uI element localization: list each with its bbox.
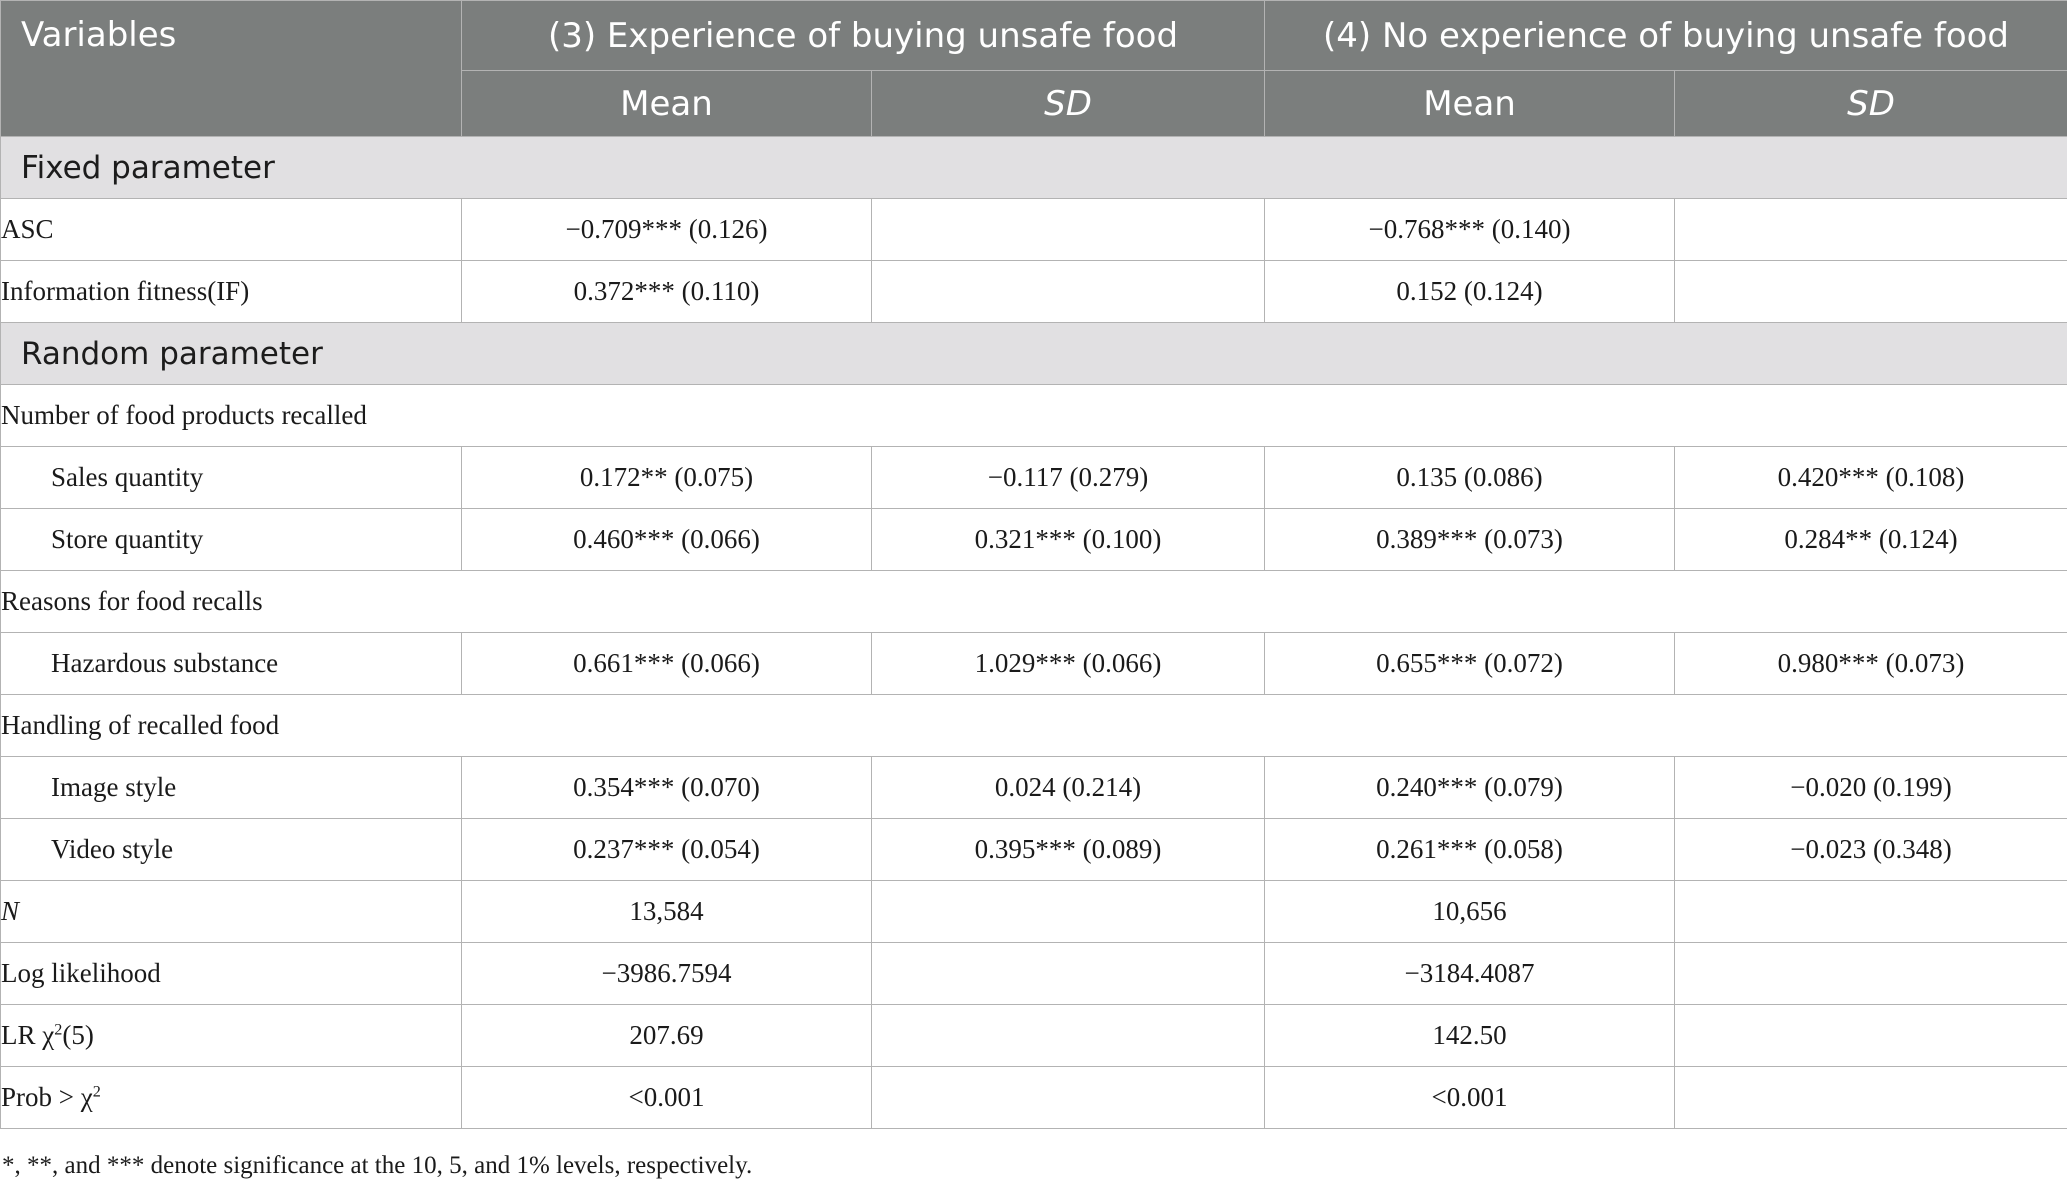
header-sd-3: SD bbox=[870, 70, 1266, 137]
table-row: ASC −0.709*** (0.126) −0.768*** (0.140) bbox=[0, 198, 2067, 261]
table-row: Video style 0.237*** (0.054) 0.395*** (0… bbox=[0, 818, 2067, 881]
group-label: Reasons for food recalls bbox=[0, 570, 2067, 633]
table-row: LR χ2(5) 207.69 142.50 bbox=[0, 1004, 2067, 1067]
cell-mean-3: 0.372*** (0.110) bbox=[461, 260, 872, 323]
cell-sd-4: 0.980*** (0.073) bbox=[1674, 632, 2067, 695]
row-label: Image style bbox=[0, 756, 462, 819]
table-row: Prob > χ2 <0.001 <0.001 bbox=[0, 1066, 2067, 1129]
group-row: Handling of recalled food bbox=[0, 694, 2067, 757]
cell-mean-4: 0.240*** (0.079) bbox=[1264, 756, 1676, 819]
header-mean-4: Mean bbox=[1264, 70, 1676, 137]
cell-sd-3 bbox=[870, 1004, 1266, 1067]
row-label: Hazardous substance bbox=[0, 632, 462, 695]
cell-mean-4: <0.001 bbox=[1264, 1066, 1676, 1129]
cell-mean-3: 0.661*** (0.066) bbox=[461, 632, 872, 695]
cell-sd-4: 0.420*** (0.108) bbox=[1674, 446, 2067, 509]
group-row: Reasons for food recalls bbox=[0, 570, 2067, 633]
cell-mean-4: 0.389*** (0.073) bbox=[1264, 508, 1676, 571]
row-label: Prob > χ2 bbox=[0, 1066, 462, 1129]
cell-sd-3 bbox=[870, 260, 1266, 323]
cell-sd-3 bbox=[870, 198, 1266, 261]
cell-sd-3 bbox=[870, 942, 1266, 1005]
cell-sd-3: 1.029*** (0.066) bbox=[870, 632, 1266, 695]
cell-mean-4: 0.655*** (0.072) bbox=[1264, 632, 1676, 695]
cell-sd-4: −0.023 (0.348) bbox=[1674, 818, 2067, 881]
row-label: Log likelihood bbox=[0, 942, 462, 1005]
cell-mean-3: 207.69 bbox=[461, 1004, 872, 1067]
cell-sd-4 bbox=[1674, 1004, 2067, 1067]
cell-sd-4 bbox=[1674, 942, 2067, 1005]
header-variables: Variables bbox=[0, 0, 462, 137]
header-mean-3: Mean bbox=[461, 70, 872, 137]
group-row: Number of food products recalled bbox=[0, 384, 2067, 447]
section-row: Fixed parameter bbox=[0, 136, 2067, 199]
row-label: LR χ2(5) bbox=[0, 1004, 462, 1067]
row-label: ASC bbox=[0, 198, 462, 261]
row-label: Sales quantity bbox=[0, 446, 462, 509]
label-superscript: 2 bbox=[92, 1082, 101, 1101]
cell-sd-4 bbox=[1674, 198, 2067, 261]
cell-sd-4 bbox=[1674, 1066, 2067, 1129]
cell-sd-4: −0.020 (0.199) bbox=[1674, 756, 2067, 819]
section-row: Random parameter bbox=[0, 322, 2067, 385]
results-table: Variables (3) Experience of buying unsaf… bbox=[0, 0, 2067, 1129]
table-row: Sales quantity 0.172** (0.075) −0.117 (0… bbox=[0, 446, 2067, 509]
section-fixed-parameter: Fixed parameter bbox=[0, 136, 2067, 199]
cell-sd-3: −0.117 (0.279) bbox=[870, 446, 1266, 509]
cell-sd-4 bbox=[1674, 880, 2067, 943]
cell-sd-3: 0.321*** (0.100) bbox=[870, 508, 1266, 571]
row-label: N bbox=[0, 880, 462, 943]
row-label: Information fitness(IF) bbox=[0, 260, 462, 323]
cell-mean-4: 10,656 bbox=[1264, 880, 1676, 943]
cell-mean-3: 0.237*** (0.054) bbox=[461, 818, 872, 881]
row-label: Video style bbox=[0, 818, 462, 881]
table-row: N 13,584 10,656 bbox=[0, 880, 2067, 943]
label-text: Prob > χ bbox=[1, 1082, 93, 1112]
cell-mean-3: 13,584 bbox=[461, 880, 872, 943]
cell-mean-4: 0.152 (0.124) bbox=[1264, 260, 1676, 323]
header-sd-4: SD bbox=[1674, 70, 2067, 137]
label-text: LR χ bbox=[1, 1020, 55, 1050]
cell-mean-4: 0.135 (0.086) bbox=[1264, 446, 1676, 509]
cell-mean-3: <0.001 bbox=[461, 1066, 872, 1129]
label-superscript: 2 bbox=[54, 1020, 63, 1039]
cell-mean-3: 0.172** (0.075) bbox=[461, 446, 872, 509]
table-row: Store quantity 0.460*** (0.066) 0.321***… bbox=[0, 508, 2067, 571]
group-label: Handling of recalled food bbox=[0, 694, 2067, 757]
cell-mean-4: −3184.4087 bbox=[1264, 942, 1676, 1005]
cell-mean-4: 0.261*** (0.058) bbox=[1264, 818, 1676, 881]
table-footnote: *, **, and *** denote significance at th… bbox=[2, 1152, 753, 1179]
header-group-3: (3) Experience of buying unsafe food bbox=[460, 0, 1266, 71]
cell-mean-4: 142.50 bbox=[1264, 1004, 1676, 1067]
cell-mean-4: −0.768*** (0.140) bbox=[1264, 198, 1676, 261]
cell-sd-3 bbox=[870, 880, 1266, 943]
cell-mean-3: −0.709*** (0.126) bbox=[461, 198, 872, 261]
table-row: Image style 0.354*** (0.070) 0.024 (0.21… bbox=[0, 756, 2067, 819]
header-group-4: (4) No experience of buying unsafe food bbox=[1264, 0, 2067, 71]
cell-mean-3: 0.354*** (0.070) bbox=[461, 756, 872, 819]
label-suffix: (5) bbox=[62, 1020, 94, 1050]
table-row: Information fitness(IF) 0.372*** (0.110)… bbox=[0, 260, 2067, 323]
section-random-parameter: Random parameter bbox=[0, 322, 2067, 385]
table-row: Log likelihood −3986.7594 −3184.4087 bbox=[0, 942, 2067, 1005]
cell-sd-4: 0.284** (0.124) bbox=[1674, 508, 2067, 571]
row-label: Store quantity bbox=[0, 508, 462, 571]
cell-sd-4 bbox=[1674, 260, 2067, 323]
cell-sd-3: 0.024 (0.214) bbox=[870, 756, 1266, 819]
cell-mean-3: −3986.7594 bbox=[461, 942, 872, 1005]
cell-sd-3 bbox=[870, 1066, 1266, 1129]
cell-sd-3: 0.395*** (0.089) bbox=[870, 818, 1266, 881]
table-row: Hazardous substance 0.661*** (0.066) 1.0… bbox=[0, 632, 2067, 695]
cell-mean-3: 0.460*** (0.066) bbox=[461, 508, 872, 571]
group-label: Number of food products recalled bbox=[0, 384, 2067, 447]
